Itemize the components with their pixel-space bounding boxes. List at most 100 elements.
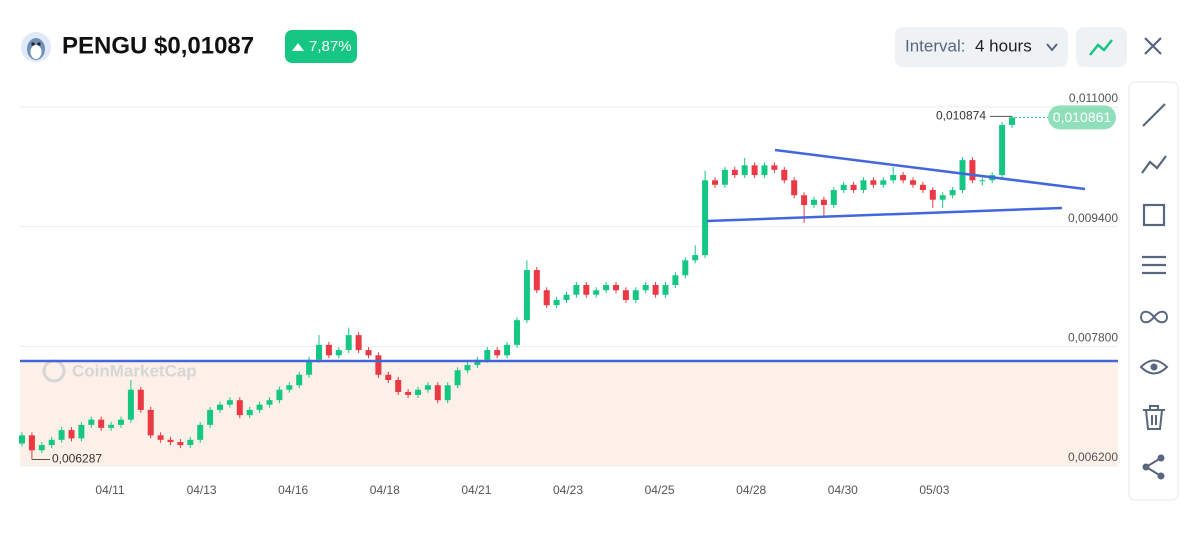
close-button[interactable] <box>1144 37 1162 55</box>
support-zone <box>20 361 1118 466</box>
candle-body <box>118 419 124 425</box>
candle-body <box>68 430 75 439</box>
interval-label: Interval: <box>905 36 965 55</box>
candle-body <box>335 350 342 356</box>
tool-fib[interactable] <box>1139 310 1169 324</box>
tool-line[interactable] <box>1142 103 1166 127</box>
candle-body <box>870 180 877 185</box>
candle-body <box>850 184 857 191</box>
candle-body <box>820 199 827 205</box>
drawing-toolbar <box>1128 81 1179 501</box>
candle-body <box>286 385 293 390</box>
candle-body <box>256 404 263 410</box>
candle-body <box>514 320 520 345</box>
triangle-lower <box>706 206 1063 223</box>
dropdown-caret <box>1046 43 1058 52</box>
candle-body <box>751 165 758 176</box>
x-tick-label: 05/03 <box>919 483 949 497</box>
candle-body <box>910 180 916 185</box>
candle-body <box>603 285 610 291</box>
candle-body <box>682 260 689 276</box>
tool-delete[interactable] <box>1143 405 1165 430</box>
candle-body <box>702 180 709 256</box>
tool-polyline[interactable] <box>1141 155 1167 174</box>
tool-rectangle[interactable] <box>1142 203 1166 227</box>
tool-visibility-pupil <box>1150 363 1158 371</box>
candle-body <box>127 389 134 420</box>
candle-body <box>137 389 144 410</box>
candle-body <box>226 400 233 405</box>
interval-value: 4 hours <box>975 36 1032 55</box>
x-tick-label: 04/25 <box>645 483 675 497</box>
max-price-label: 0,010874 <box>936 109 986 123</box>
candle-body <box>78 424 85 439</box>
candle-body <box>573 285 580 295</box>
candle-body <box>761 165 768 176</box>
candle-body <box>672 275 679 286</box>
share-dot <box>1142 463 1150 471</box>
candle-body <box>900 175 907 181</box>
candle-body <box>622 290 629 300</box>
candle-body <box>880 180 887 185</box>
candle-body <box>316 344 322 360</box>
candle-body <box>771 165 778 170</box>
candle-body <box>28 435 35 451</box>
x-tick-label: 04/13 <box>187 483 217 497</box>
up-arrow <box>292 43 304 51</box>
candle-body <box>365 350 372 356</box>
coin-logo <box>21 32 51 62</box>
watermark: CoinMarketCap <box>72 361 197 380</box>
candle-body <box>405 391 412 395</box>
candle-body <box>325 344 332 356</box>
tool-parallel[interactable] <box>1142 255 1166 275</box>
coin-title: PENGU $0,01087 <box>62 32 254 59</box>
candle-body <box>385 374 392 380</box>
candle-body <box>583 285 590 295</box>
candle-body <box>207 409 214 425</box>
candle-body <box>642 285 649 291</box>
candle-body <box>811 199 817 205</box>
candle-body <box>474 359 481 366</box>
x-tick-label: 04/30 <box>828 483 858 497</box>
candle-body <box>58 430 65 440</box>
candle-body <box>296 374 303 386</box>
candle-body <box>712 180 718 185</box>
min-price-label: 0,006287 <box>52 452 102 466</box>
candle-body <box>969 160 976 181</box>
candle-body <box>454 370 461 386</box>
candle-body <box>424 385 431 390</box>
candle-body <box>375 355 382 375</box>
x-tick-label: 04/23 <box>553 483 583 497</box>
candle-body <box>692 255 699 261</box>
y-tick-label: 0,009400 <box>1068 211 1118 225</box>
candle-body <box>553 299 560 306</box>
candle-body <box>613 285 619 291</box>
x-tick-label: 04/21 <box>461 483 491 497</box>
last-price-label: 0,010861 <box>1053 109 1112 125</box>
candle-body <box>464 365 471 371</box>
candle-body <box>187 439 194 446</box>
candle-body <box>919 184 926 191</box>
candle-body <box>38 445 45 451</box>
candle-body <box>197 424 204 440</box>
candle-body <box>929 190 936 200</box>
candle-body <box>840 184 847 191</box>
tool-visibility[interactable] <box>1139 359 1169 375</box>
candle-body <box>484 350 491 360</box>
candle-body <box>355 335 362 351</box>
candle-body <box>217 404 223 410</box>
candle-body <box>276 389 283 401</box>
candle-body <box>999 124 1006 176</box>
candle-body <box>157 435 164 440</box>
change-text: 7,87% <box>309 38 352 55</box>
candle-body <box>830 190 837 205</box>
interval-dropdown[interactable] <box>895 27 1068 67</box>
candle-body <box>959 160 966 191</box>
x-tick-label: 04/11 <box>95 483 124 497</box>
candle-body <box>415 389 421 395</box>
candle-body <box>504 344 511 356</box>
share-dot <box>1157 472 1165 480</box>
plot-area: CoinMarketCap 0,011000 0,009400 0,007800 0,0… <box>19 91 1118 497</box>
